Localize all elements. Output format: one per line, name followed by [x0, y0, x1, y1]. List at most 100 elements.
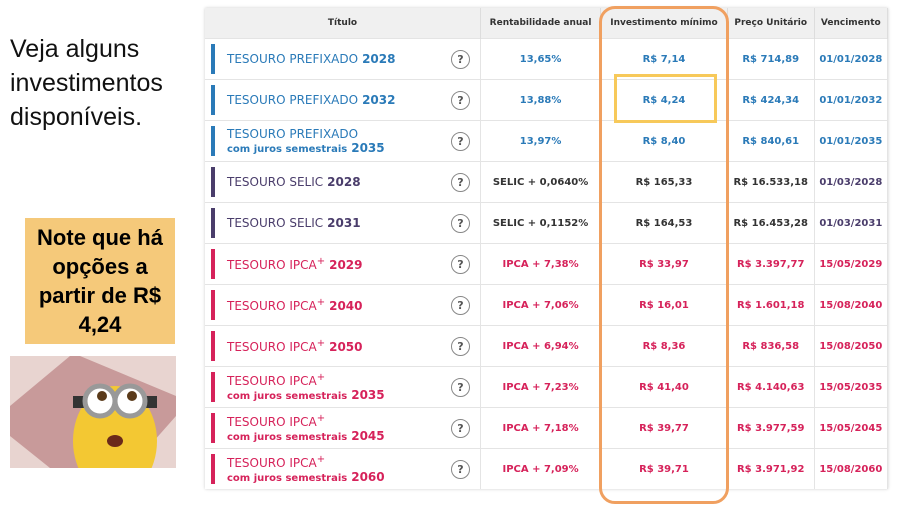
row-color-bar	[211, 44, 215, 74]
column-header: Título	[205, 8, 481, 39]
highlight-column	[599, 6, 729, 504]
row-color-bar	[211, 372, 215, 402]
bond-year: 2032	[362, 93, 396, 107]
bond-name: TESOURO PREFIXADO	[227, 52, 359, 66]
bond-year: 2060	[351, 470, 385, 484]
bond-year: 2035	[351, 388, 385, 402]
title-cell: TESOURO PREFIXADO 2028?	[205, 38, 481, 80]
bond-suffix: +	[316, 297, 326, 308]
table-row: TESOURO IPCA+ 2029? IPCA + 7,38% R$ 33,97 R$…	[205, 243, 889, 285]
min-cell: R$ 39,77	[600, 407, 728, 449]
bond-year: 2050	[329, 340, 363, 354]
price-cell: R$ 16.533,18	[727, 161, 815, 203]
table-row: TESOURO IPCA+ 2050? IPCA + 6,94% R$ 8,36 R$ …	[205, 325, 889, 367]
subtitle-text: com juros semestrais	[227, 432, 348, 443]
price-cell: R$ 714,89	[727, 38, 815, 80]
help-icon[interactable]: ?	[451, 296, 470, 315]
subtitle-text: com juros semestrais	[227, 391, 348, 402]
price-cell: R$ 840,61	[727, 120, 815, 162]
bond-name: TESOURO SELIC	[227, 216, 324, 230]
maturity-cell: 15/05/2045	[814, 407, 889, 449]
highlight-cell	[614, 74, 717, 123]
bond-year: 2045	[351, 429, 385, 443]
row-color-bar	[211, 249, 215, 279]
title-cell: TESOURO IPCA+ com juros semestrais 2035?	[205, 366, 481, 408]
bond-year: 2040	[329, 299, 363, 313]
help-icon[interactable]: ?	[451, 337, 470, 356]
bond-suffix: +	[316, 413, 326, 424]
row-color-bar	[211, 290, 215, 320]
bond-suffix: +	[316, 338, 326, 349]
rate-cell: SELIC + 0,1152%	[480, 202, 602, 244]
row-color-bar	[211, 331, 215, 361]
bond-subtitle: com juros semestrais 2045	[227, 429, 385, 443]
bond-suffix: +	[316, 454, 326, 465]
min-cell: R$ 164,53	[600, 202, 728, 244]
min-cell: R$ 41,40	[600, 366, 728, 408]
bond-year: 2028	[327, 175, 361, 189]
maturity-cell: 01/03/2028	[814, 161, 889, 203]
row-color-bar	[211, 85, 215, 115]
bond-name: TESOURO IPCA	[227, 340, 317, 354]
rate-cell: IPCA + 7,09%	[480, 448, 602, 489]
bond-name: TESOURO IPCA	[227, 299, 317, 313]
price-cell: R$ 424,34	[727, 79, 815, 121]
help-icon[interactable]: ?	[451, 91, 470, 110]
maturity-cell: 15/08/2060	[814, 448, 889, 489]
help-icon[interactable]: ?	[451, 132, 470, 151]
bond-suffix: +	[316, 372, 326, 383]
bond-year: 2031	[327, 216, 361, 230]
bond-subtitle: com juros semestrais 2035	[227, 388, 385, 402]
rate-cell: 13,97%	[480, 120, 602, 162]
title-cell: TESOURO PREFIXADO 2032?	[205, 79, 481, 121]
row-color-bar	[211, 454, 215, 484]
help-icon[interactable]: ?	[451, 460, 470, 479]
maturity-cell: 01/01/2032	[814, 79, 889, 121]
title-cell: TESOURO IPCA+ 2040?	[205, 284, 481, 326]
column-header: Rentabilidade anual	[480, 8, 602, 39]
price-cell: R$ 1.601,18	[727, 284, 815, 326]
title-cell: TESOURO IPCA+ com juros semestrais 2045?	[205, 407, 481, 449]
table-row: TESOURO IPCA+ com juros semestrais 2060? IP…	[205, 448, 889, 489]
title-cell: TESOURO SELIC 2031?	[205, 202, 481, 244]
maturity-cell: 01/03/2031	[814, 202, 889, 244]
note-text: Note que há opções a partir de R$ 4,24	[37, 225, 163, 337]
bond-name: TESOURO SELIC	[227, 175, 324, 189]
title-cell: TESOURO IPCA+ 2050?	[205, 325, 481, 367]
rate-cell: 13,88%	[480, 79, 602, 121]
help-icon[interactable]: ?	[451, 173, 470, 192]
title-cell: TESOURO PREFIXADO com juros semestrais 203…	[205, 120, 481, 162]
table-row: TESOURO IPCA+ com juros semestrais 2045? IP…	[205, 407, 889, 449]
table-row: TESOURO IPCA+ 2040? IPCA + 7,06% R$ 16,01 R$…	[205, 284, 889, 326]
help-icon[interactable]: ?	[451, 214, 470, 233]
minion-image	[10, 356, 176, 468]
table-row: TESOURO IPCA+ com juros semestrais 2035? IP…	[205, 366, 889, 408]
price-cell: R$ 3.971,92	[727, 448, 815, 489]
investments-table: Título Rentabilidade anual Investimento mí…	[205, 8, 889, 489]
help-icon[interactable]: ?	[451, 255, 470, 274]
rate-cell: IPCA + 7,06%	[480, 284, 602, 326]
row-color-bar	[211, 208, 215, 238]
table-row: TESOURO PREFIXADO 2032? 13,88% R$ 4,24 R$ 42…	[205, 79, 889, 121]
maturity-cell: 01/01/2028	[814, 38, 889, 80]
help-icon[interactable]: ?	[451, 419, 470, 438]
bond-name: TESOURO IPCA	[227, 258, 317, 272]
bond-year: 2029	[329, 258, 363, 272]
rate-cell: IPCA + 7,18%	[480, 407, 602, 449]
table-row: TESOURO PREFIXADO com juros semestrais 203…	[205, 120, 889, 162]
min-cell: R$ 8,36	[600, 325, 728, 367]
row-color-bar	[211, 167, 215, 197]
price-cell: R$ 16.453,28	[727, 202, 815, 244]
help-icon[interactable]: ?	[451, 378, 470, 397]
rate-cell: IPCA + 6,94%	[480, 325, 602, 367]
table-row: TESOURO SELIC 2028? SELIC + 0,0640% R$ 165,…	[205, 161, 889, 203]
title-cell: TESOURO IPCA+ com juros semestrais 2060?	[205, 448, 481, 489]
maturity-cell: 15/08/2040	[814, 284, 889, 326]
price-cell: R$ 3.977,59	[727, 407, 815, 449]
bond-subtitle: com juros semestrais 2060	[227, 470, 385, 484]
bond-name: TESOURO PREFIXADO	[227, 127, 359, 141]
rate-cell: 13,65%	[480, 38, 602, 80]
help-icon[interactable]: ?	[451, 50, 470, 69]
price-cell: R$ 3.397,77	[727, 243, 815, 285]
bond-suffix: +	[316, 256, 326, 267]
